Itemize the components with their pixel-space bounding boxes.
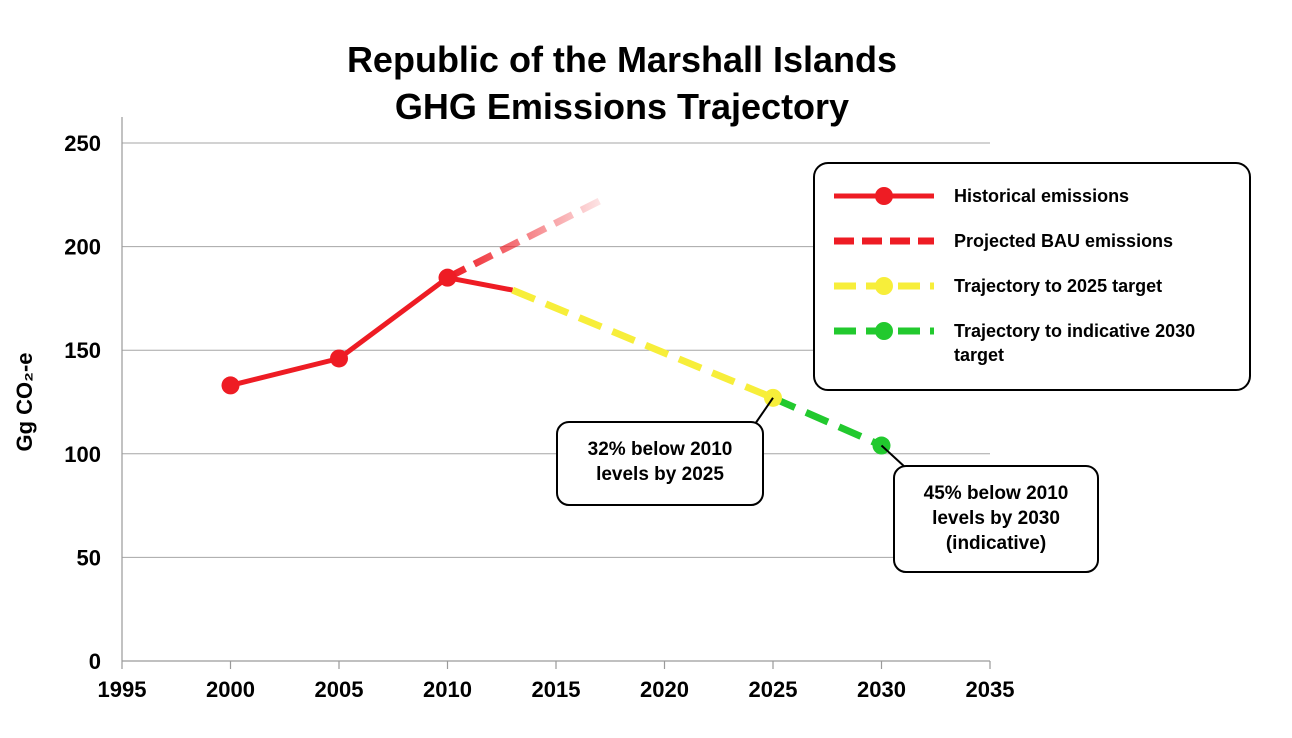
data-point-0-1 — [330, 349, 348, 368]
data-point-0-0 — [221, 376, 240, 395]
legend-marker-0 — [875, 187, 893, 205]
x-tick-label-2020: 2020 — [640, 677, 689, 702]
callout-leader-1 — [880, 444, 907, 469]
callout-box-1 — [893, 465, 1099, 573]
y-tick-label-250: 250 — [64, 131, 101, 156]
x-tick-label-2035: 2035 — [966, 677, 1015, 702]
data-point-0-2 — [438, 268, 457, 287]
x-tick-label-2015: 2015 — [532, 677, 581, 702]
legend-box — [813, 162, 1251, 391]
y-tick-label-150: 150 — [64, 338, 101, 363]
x-tick-labels: 1995 2000 2005 2010 2015 2020 2025 2030 2035 — [98, 677, 1015, 702]
legend-marker-2 — [875, 277, 893, 295]
chart-title-line-1: Republic of the Marshall Islands — [347, 39, 897, 80]
x-tick-label-2030: 2030 — [857, 677, 906, 702]
callout-text-0-0: 32% below 2010 — [588, 439, 733, 460]
legend-label-1: Projected BAU emissions — [954, 231, 1173, 251]
series-line-1 — [445, 197, 601, 281]
y-axis-label: Gg CO₂-e — [12, 353, 37, 452]
legend: Historical emissions Projected BAU emissi… — [813, 162, 1251, 391]
y-tick-labels: 0 50 100 150 200 250 — [64, 131, 101, 674]
axes — [121, 117, 991, 669]
callout-text-0-1: levels by 2025 — [596, 464, 724, 485]
y-tick-label-200: 200 — [64, 235, 101, 260]
series-line-0 — [229, 275, 514, 388]
legend-label-3: Trajectory to indicative 2030 target — [954, 321, 1195, 365]
y-tick-label-50: 50 — [77, 545, 101, 570]
legend-label-0: Historical emissions — [954, 186, 1129, 206]
x-tick-label-2010: 2010 — [423, 677, 472, 702]
callout-box-0 — [556, 421, 764, 506]
y-tick-label-100: 100 — [64, 442, 101, 467]
y-tick-label-0: 0 — [89, 649, 101, 674]
x-tick-label-2005: 2005 — [315, 677, 364, 702]
callout-text-1-2: (indicative) — [946, 533, 1046, 554]
callout-text-1-1: levels by 2030 — [932, 508, 1060, 529]
legend-label-2: Trajectory to 2025 target — [954, 276, 1162, 296]
callout-leader-0 — [754, 397, 774, 425]
callouts: 32% below 2010 levels by 2025 45% below 20… — [556, 397, 1099, 573]
x-tick-label-1995: 1995 — [98, 677, 147, 702]
series-lines — [229, 197, 883, 449]
x-tick-label-2025: 2025 — [749, 677, 798, 702]
x-tick-label-2000: 2000 — [206, 677, 255, 702]
callout-text-1-0: 45% below 2010 — [924, 483, 1069, 504]
series-line-2 — [511, 286, 775, 402]
chart-title-line-2: GHG Emissions Trajectory — [395, 86, 849, 127]
series-line-3 — [771, 394, 883, 449]
legend-marker-3 — [875, 322, 893, 340]
